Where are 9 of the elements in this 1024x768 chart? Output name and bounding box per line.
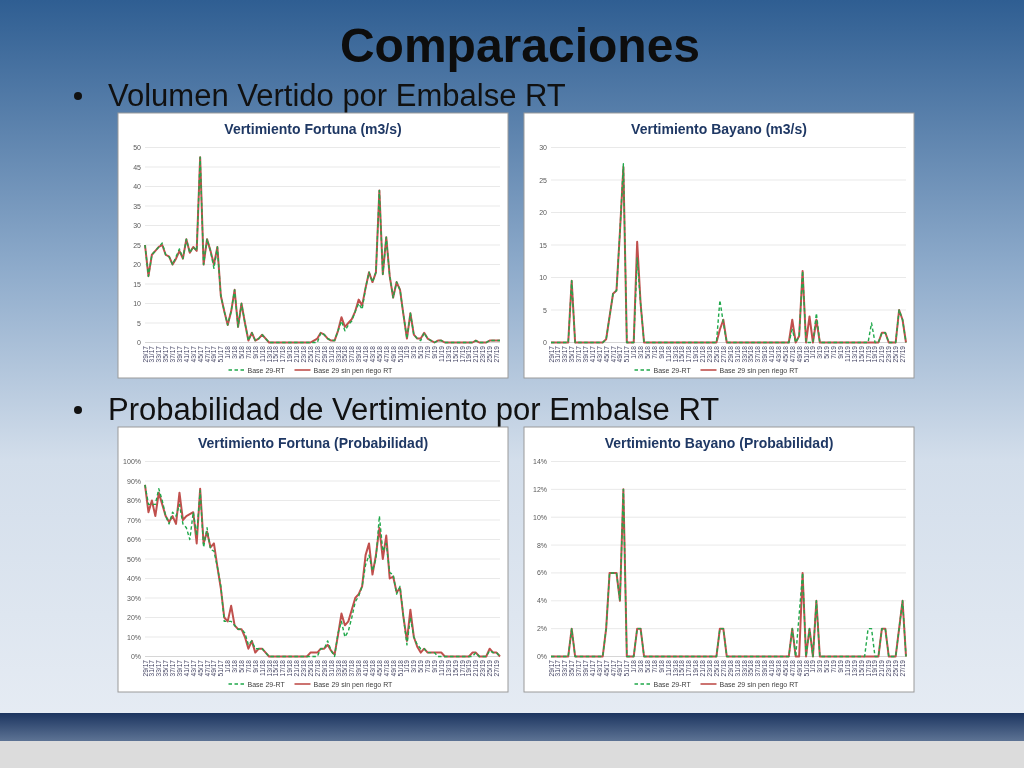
line-series [550,488,907,658]
text: Volumen Vertido por Embalse RT [108,78,566,113]
line-series [144,156,501,344]
text: Comparaciones [339,19,701,72]
chart-title: Vertimiento Bayano (Probabilidad) [604,435,834,451]
chart-title: Vertimiento Bayano (m3/s) [631,121,807,137]
chart-title: Vertimiento Fortuna (Probabilidad) [197,435,429,451]
chart-title: Vertimiento Fortuna (m3/s) [224,121,402,137]
text: Probabilidad de Vertimiento por Embalse RT [108,392,720,427]
